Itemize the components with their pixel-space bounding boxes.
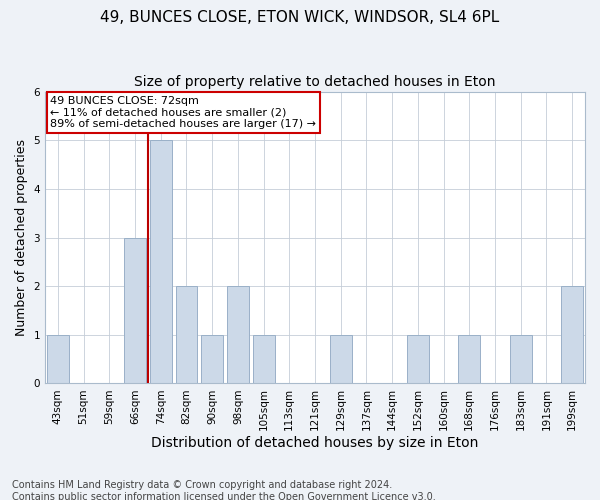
Bar — [150, 140, 172, 384]
Bar — [124, 238, 146, 384]
Text: 49 BUNCES CLOSE: 72sqm
← 11% of detached houses are smaller (2)
89% of semi-deta: 49 BUNCES CLOSE: 72sqm ← 11% of detached… — [50, 96, 316, 129]
Text: Contains HM Land Registry data © Crown copyright and database right 2024.: Contains HM Land Registry data © Crown c… — [12, 480, 392, 490]
Bar — [47, 335, 69, 384]
Bar — [176, 286, 197, 384]
Text: Contains public sector information licensed under the Open Government Licence v3: Contains public sector information licen… — [12, 492, 436, 500]
Bar — [510, 335, 532, 384]
Bar — [458, 335, 480, 384]
Text: 49, BUNCES CLOSE, ETON WICK, WINDSOR, SL4 6PL: 49, BUNCES CLOSE, ETON WICK, WINDSOR, SL… — [100, 10, 500, 25]
Bar — [330, 335, 352, 384]
Title: Size of property relative to detached houses in Eton: Size of property relative to detached ho… — [134, 75, 496, 89]
Bar — [227, 286, 249, 384]
X-axis label: Distribution of detached houses by size in Eton: Distribution of detached houses by size … — [151, 436, 479, 450]
Bar — [201, 335, 223, 384]
Bar — [253, 335, 275, 384]
Bar — [561, 286, 583, 384]
Bar — [407, 335, 429, 384]
Y-axis label: Number of detached properties: Number of detached properties — [15, 139, 28, 336]
